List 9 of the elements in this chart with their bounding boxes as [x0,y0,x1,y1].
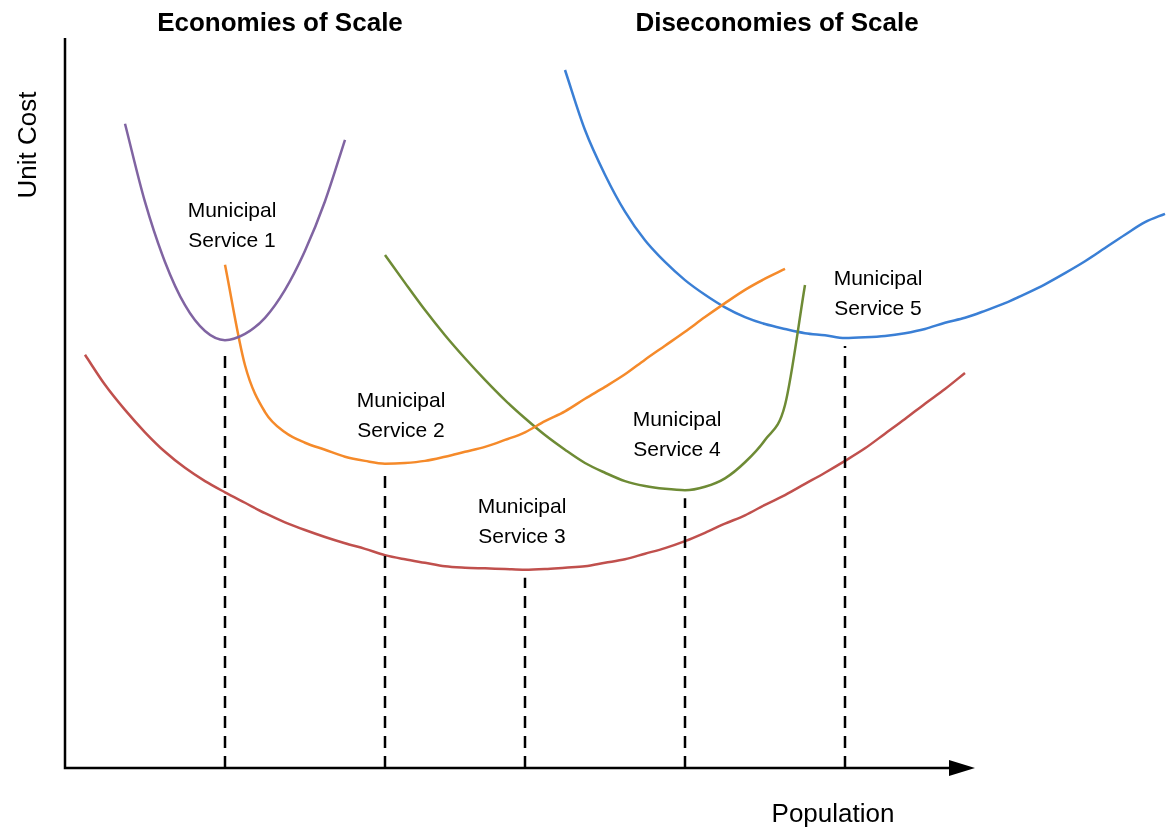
series-label: Municipal Service 4 [631,406,723,462]
x-axis-title: Population [771,797,895,829]
text: Economies of Scale [157,6,403,38]
text: Diseconomies of Scale [635,6,919,38]
series-label: Municipal Service 5 [832,265,924,321]
series-label: Municipal Service 1 [186,197,278,253]
series-label: Municipal Service 3 [476,493,568,549]
series-label: Municipal Service 2 [355,387,447,443]
y-axis-title: Unit Cost [11,91,43,199]
